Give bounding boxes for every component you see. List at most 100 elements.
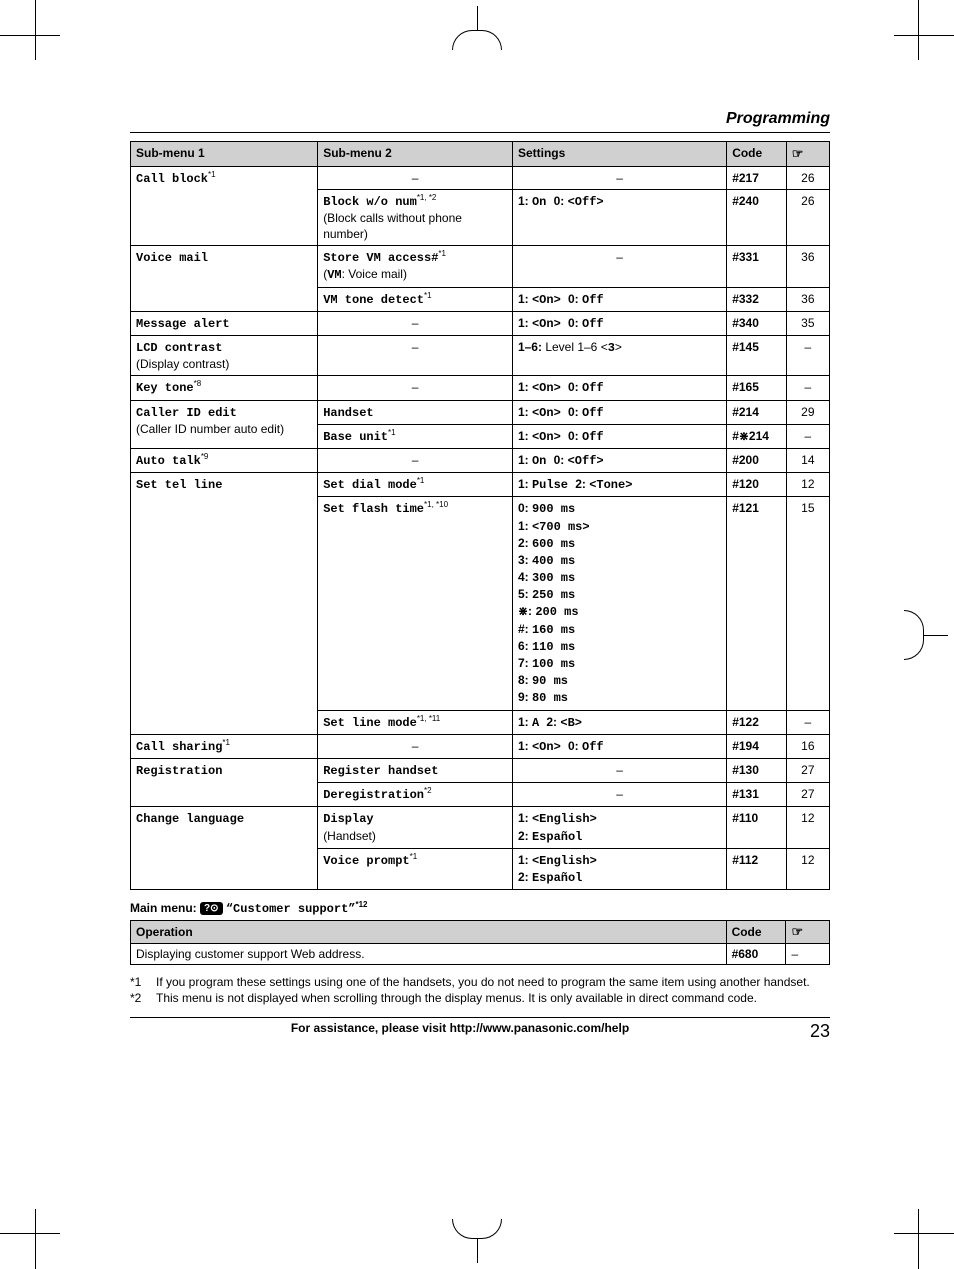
b: 1: <box>518 380 532 394</box>
table-row: Caller ID edit(Caller ID number auto edi… <box>131 400 830 424</box>
v: <On> <box>532 317 568 331</box>
cell-text: Handset <box>323 406 373 420</box>
cell-text: Deregistration <box>323 788 424 802</box>
cell-text: 16 <box>786 734 829 758</box>
v: Level 1–6 < <box>545 340 607 354</box>
cell-text: #214 <box>732 405 759 419</box>
cell-text: #121 <box>732 501 759 515</box>
cell-text: 14 <box>786 448 829 472</box>
cell-text: – <box>318 376 513 400</box>
cell-text: – <box>786 376 829 400</box>
cell-text: 15 <box>786 497 829 710</box>
b: 0: <box>568 739 582 753</box>
b: 1: <box>518 477 532 491</box>
col-code: Code <box>726 921 786 944</box>
v: Off <box>582 381 604 395</box>
footnote-text: This menu is not displayed when scrollin… <box>156 991 757 1005</box>
v: 3 <box>608 341 615 355</box>
table-row: Call block*1 – – #217 26 <box>131 166 830 189</box>
col-page <box>786 142 829 167</box>
table-row: Change language Display(Handset) 1: <Eng… <box>131 807 830 848</box>
hand-icon <box>791 925 803 939</box>
section-heading: Programming <box>130 110 830 128</box>
table-row: Set tel line Set dial mode*1 1: Pulse 2:… <box>131 473 830 497</box>
cell-text: Change language <box>136 812 244 826</box>
col-settings: Settings <box>512 142 726 167</box>
sup: *1 <box>388 428 396 437</box>
cell-text: #131 <box>732 787 759 801</box>
cell-text: #165 <box>732 380 759 394</box>
cell-text: Message alert <box>136 317 230 331</box>
cell-text: – <box>512 758 726 782</box>
cell-text: (Handset) <box>323 829 376 843</box>
cell-text: Store VM access# <box>323 251 438 265</box>
v: Pulse <box>532 478 575 492</box>
cell-text: 26 <box>786 166 829 189</box>
b: 2: <box>518 829 532 843</box>
sup: *1, *2 <box>417 193 437 202</box>
b: 0: <box>554 453 568 467</box>
cell-text: Set line mode <box>323 716 417 730</box>
b: 2: <box>546 715 560 729</box>
b: 0: <box>568 292 582 306</box>
v: On <box>532 454 554 468</box>
cell-text: Caller ID edit <box>136 406 237 420</box>
sup: *1, *10 <box>424 500 448 509</box>
cell-text: #194 <box>732 739 759 753</box>
hand-icon <box>792 147 804 161</box>
cell-text: Set tel line <box>136 478 222 492</box>
settings-b: 0: <box>554 194 568 208</box>
settings-b: 1: <box>518 194 532 208</box>
settings-v: <Off> <box>568 195 604 209</box>
cell-text: #331 <box>732 250 759 264</box>
cell-text: #332 <box>732 292 759 306</box>
cell-text: Auto talk <box>136 454 201 468</box>
table-row: Voice mail Store VM access#*1(VM: Voice … <box>131 246 830 287</box>
b: 1: <box>518 405 532 419</box>
v: <Off> <box>568 454 604 468</box>
v: <English> <box>532 812 597 826</box>
sup: *12 <box>355 900 367 909</box>
col-page <box>786 921 830 944</box>
v: Off <box>582 430 604 444</box>
cell-text: #240 <box>732 194 759 208</box>
b: 1: <box>518 811 532 825</box>
cell-text: #200 <box>732 453 759 467</box>
cell-text: (Block calls without phone number) <box>323 211 462 241</box>
cell-text: #217 <box>732 171 759 185</box>
cell-text: Set flash time <box>323 502 424 516</box>
cell-text: – <box>786 944 830 965</box>
b: 0: <box>568 316 582 330</box>
sup: *1, *11 <box>417 714 440 723</box>
cell-text: 12 <box>786 848 829 889</box>
sup: *1 <box>417 476 425 485</box>
cell-text: – <box>318 448 513 472</box>
v: <On> <box>532 293 568 307</box>
cell-text: – <box>318 734 513 758</box>
v: Off <box>582 740 604 754</box>
cell-text: 12 <box>786 473 829 497</box>
footnote-num: *2 <box>130 991 156 1005</box>
sup: *1 <box>438 249 446 258</box>
cell-text: 35 <box>786 311 829 335</box>
cell-text: Voice prompt <box>323 854 409 868</box>
b: 0: <box>568 380 582 394</box>
table-row: Registration Register handset – #130 27 <box>131 758 830 782</box>
b: 1: <box>518 853 532 867</box>
cell-text: #⋇214 <box>732 429 769 443</box>
cell-text: – <box>512 783 726 807</box>
footer-text: For assistance, please visit http://www.… <box>130 1021 790 1042</box>
col-code: Code <box>727 142 787 167</box>
v: Off <box>582 317 604 331</box>
col-sub2: Sub-menu 2 <box>318 142 513 167</box>
v: > <box>615 340 622 354</box>
cell-text: 27 <box>786 783 829 807</box>
b: 1: <box>518 316 532 330</box>
cell-text: Voice mail <box>136 251 208 265</box>
v: <On> <box>532 406 568 420</box>
page-content: Programming Sub-menu 1 Sub-menu 2 Settin… <box>130 110 830 1042</box>
sup: *1 <box>424 291 432 300</box>
question-icon: ?⊙ <box>200 902 223 915</box>
footnote-num: *1 <box>130 975 156 989</box>
b: 1: <box>518 429 532 443</box>
